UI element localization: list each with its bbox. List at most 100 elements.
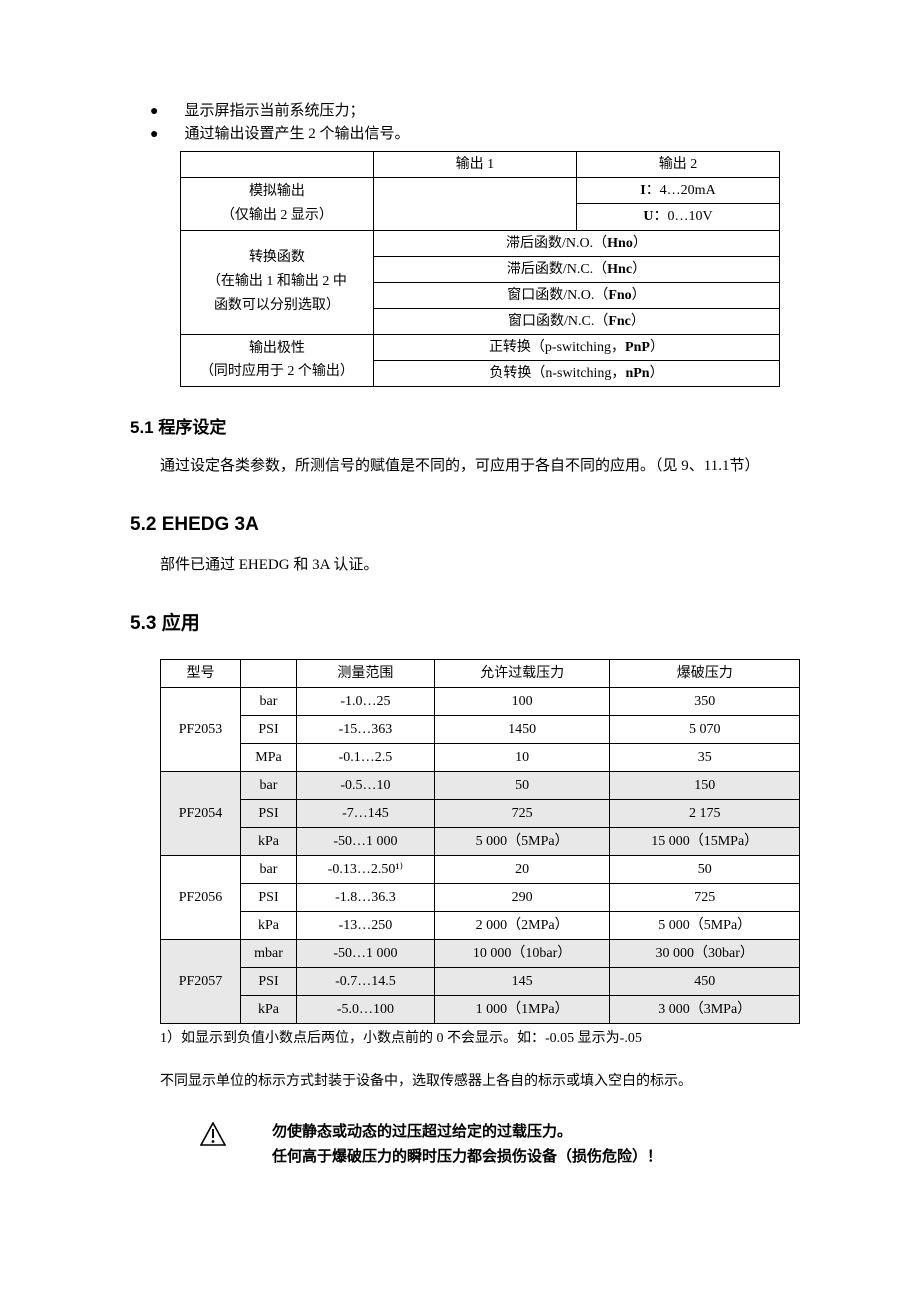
cell-analog-u: U：0…10V bbox=[576, 204, 779, 230]
table-row: PF2054bar-0.5…1050150 bbox=[161, 771, 800, 799]
cell-fno: 窗口函数/N.O.（Fno） bbox=[373, 282, 779, 308]
cell-burst: 350 bbox=[610, 687, 800, 715]
cell-range: -13…250 bbox=[297, 911, 435, 939]
cell-fnc: 窗口函数/N.C.（Fnc） bbox=[373, 308, 779, 334]
cell-burst: 150 bbox=[610, 771, 800, 799]
row-label-analog: 模拟输出 （仅输出 2 显示） bbox=[181, 178, 374, 231]
paragraph-5-2: 部件已通过 EHEDG 和 3A 认证。 bbox=[130, 554, 790, 577]
cell-burst: 50 bbox=[610, 855, 800, 883]
cell-over: 1 000（1MPa） bbox=[434, 995, 610, 1023]
table-row: 输出 1 输出 2 bbox=[181, 152, 780, 178]
table-row: MPa-0.1…2.51035 bbox=[161, 743, 800, 771]
cell-over: 20 bbox=[434, 855, 610, 883]
table-row: PF2053bar-1.0…25100350 bbox=[161, 687, 800, 715]
col-overload: 允许过载压力 bbox=[434, 659, 610, 687]
cell-burst: 5 000（5MPa） bbox=[610, 911, 800, 939]
cell-unit: MPa bbox=[241, 743, 297, 771]
cell-range: -0.1…2.5 bbox=[297, 743, 435, 771]
cell-model: PF2057 bbox=[161, 939, 241, 1023]
cell-unit: PSI bbox=[241, 967, 297, 995]
bullet-item: ● 通过输出设置产生 2 个输出信号。 bbox=[150, 123, 790, 146]
cell-burst: 5 070 bbox=[610, 715, 800, 743]
cell-burst: 3 000（3MPa） bbox=[610, 995, 800, 1023]
cell-model: PF2053 bbox=[161, 687, 241, 771]
heading-5-1: 5.1 程序设定 bbox=[130, 415, 790, 441]
cell-range: -1.8…36.3 bbox=[297, 883, 435, 911]
col-burst: 爆破压力 bbox=[610, 659, 800, 687]
heading-5-3: 5.3 应用 bbox=[130, 610, 790, 639]
cell-model: PF2054 bbox=[161, 771, 241, 855]
output-config-table: 输出 1 输出 2 模拟输出 （仅输出 2 显示） I：4…20mA U：0…1… bbox=[180, 151, 780, 387]
bullet-text: 显示屏指示当前系统压力； bbox=[184, 100, 364, 123]
cell-burst: 30 000（30bar） bbox=[610, 939, 800, 967]
cell-unit: PSI bbox=[241, 883, 297, 911]
table-row: PSI-7…1457252 175 bbox=[161, 799, 800, 827]
col-unit bbox=[241, 659, 297, 687]
paragraph-5-1: 通过设定各类参数，所测信号的赋值是不同的，可应用于各自不同的应用。（见 9、11… bbox=[130, 455, 790, 478]
table-row: PF2057mbar-50…1 00010 000（10bar）30 000（3… bbox=[161, 939, 800, 967]
cell-range: -7…145 bbox=[297, 799, 435, 827]
cell-over: 290 bbox=[434, 883, 610, 911]
model-spec-table: 型号 测量范围 允许过载压力 爆破压力 PF2053bar-1.0…251003… bbox=[160, 659, 800, 1024]
table-footnote: 1）如显示到负值小数点后两位，小数点前的 0 不会显示。如：-0.05 显示为-… bbox=[160, 1028, 790, 1049]
cell-over: 50 bbox=[434, 771, 610, 799]
table-row: 转换函数 （在输出 1 和输出 2 中 函数可以分别选取） 滞后函数/N.O.（… bbox=[181, 230, 780, 256]
cell-burst: 450 bbox=[610, 967, 800, 995]
table-row: PSI-15…36314505 070 bbox=[161, 715, 800, 743]
cell-unit: mbar bbox=[241, 939, 297, 967]
cell-burst: 35 bbox=[610, 743, 800, 771]
table-row: 模拟输出 （仅输出 2 显示） I：4…20mA bbox=[181, 178, 780, 204]
cell-over: 145 bbox=[434, 967, 610, 995]
cell-burst: 15 000（15MPa） bbox=[610, 827, 800, 855]
table-row: PSI-0.7…14.5145450 bbox=[161, 967, 800, 995]
cell-hno: 滞后函数/N.O.（Hno） bbox=[373, 230, 779, 256]
unit-note: 不同显示单位的标示方式封装于设备中，选取传感器上各自的标示或填入空白的标示。 bbox=[160, 1071, 790, 1092]
cell-over: 10 000（10bar） bbox=[434, 939, 610, 967]
table-row: kPa-5.0…1001 000（1MPa）3 000（3MPa） bbox=[161, 995, 800, 1023]
cell-unit: PSI bbox=[241, 799, 297, 827]
table-row: kPa-50…1 0005 000（5MPa）15 000（15MPa） bbox=[161, 827, 800, 855]
cell-range: -50…1 000 bbox=[297, 827, 435, 855]
cell-over: 10 bbox=[434, 743, 610, 771]
table-row: 输出极性 （同时应用于 2 个输出） 正转换（p-switching，PnP） bbox=[181, 334, 780, 360]
bullet-item: ● 显示屏指示当前系统压力； bbox=[150, 100, 790, 123]
warning-text: 勿使静态或动态的过压超过给定的过载压力。 任何高于爆破压力的瞬时压力都会损伤设备… bbox=[272, 1120, 662, 1171]
cell-unit: kPa bbox=[241, 827, 297, 855]
cell-analog-i: I：4…20mA bbox=[576, 178, 779, 204]
cell-unit: bar bbox=[241, 687, 297, 715]
row-label-polarity: 输出极性 （同时应用于 2 个输出） bbox=[181, 334, 374, 387]
cell-blank bbox=[181, 152, 374, 178]
warning-block: 勿使静态或动态的过压超过给定的过载压力。 任何高于爆破压力的瞬时压力都会损伤设备… bbox=[200, 1120, 790, 1171]
cell-unit: bar bbox=[241, 855, 297, 883]
bullet-icon: ● bbox=[150, 101, 158, 122]
cell-over: 5 000（5MPa） bbox=[434, 827, 610, 855]
header-out1: 输出 1 bbox=[373, 152, 576, 178]
cell-unit: kPa bbox=[241, 995, 297, 1023]
cell-range: -1.0…25 bbox=[297, 687, 435, 715]
row-label-switch-func: 转换函数 （在输出 1 和输出 2 中 函数可以分别选取） bbox=[181, 230, 374, 334]
bullet-list: ● 显示屏指示当前系统压力； ● 通过输出设置产生 2 个输出信号。 bbox=[130, 100, 790, 145]
cell-range: -0.5…10 bbox=[297, 771, 435, 799]
cell-over: 1450 bbox=[434, 715, 610, 743]
cell-hnc: 滞后函数/N.C.（Hnc） bbox=[373, 256, 779, 282]
col-model: 型号 bbox=[161, 659, 241, 687]
cell-range: -50…1 000 bbox=[297, 939, 435, 967]
warning-icon bbox=[200, 1122, 226, 1154]
table-row: PSI-1.8…36.3290725 bbox=[161, 883, 800, 911]
cell-burst: 725 bbox=[610, 883, 800, 911]
table-header-row: 型号 测量范围 允许过载压力 爆破压力 bbox=[161, 659, 800, 687]
cell-unit: kPa bbox=[241, 911, 297, 939]
cell-range: -0.7…14.5 bbox=[297, 967, 435, 995]
cell-npn: 负转换（n-switching，nPn） bbox=[373, 360, 779, 386]
cell-unit: bar bbox=[241, 771, 297, 799]
cell-pnp: 正转换（p-switching，PnP） bbox=[373, 334, 779, 360]
table-row: kPa-13…2502 000（2MPa）5 000（5MPa） bbox=[161, 911, 800, 939]
table-row: PF2056bar-0.13…2.50¹⁾2050 bbox=[161, 855, 800, 883]
cell-range: -0.13…2.50¹⁾ bbox=[297, 855, 435, 883]
cell-burst: 2 175 bbox=[610, 799, 800, 827]
col-range: 测量范围 bbox=[297, 659, 435, 687]
cell-over: 100 bbox=[434, 687, 610, 715]
cell-over: 725 bbox=[434, 799, 610, 827]
cell-range: -15…363 bbox=[297, 715, 435, 743]
header-out2: 输出 2 bbox=[576, 152, 779, 178]
